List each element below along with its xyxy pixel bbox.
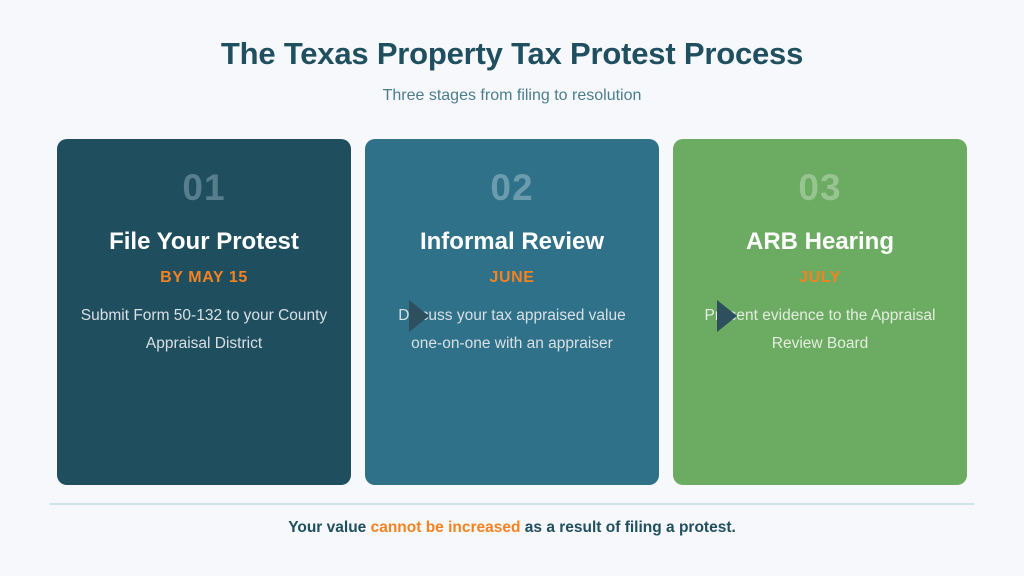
stage-title: File Your Protest xyxy=(109,228,299,255)
footer-note-after: as a result of filing a protest. xyxy=(520,519,736,536)
stage-description: Discuss your tax appraised value one-on-… xyxy=(398,306,626,352)
stage-date: JULY xyxy=(799,268,841,286)
footer-note-highlight: cannot be increased xyxy=(370,519,521,536)
stage-card-1: 01 File Your Protest BY MAY 15 Submit Fo… xyxy=(57,139,351,485)
stage-description: Submit Form 50-132 to your County Apprai… xyxy=(80,306,328,352)
stage-number: 02 xyxy=(490,167,534,208)
stage-number: 01 xyxy=(182,167,226,208)
footer-note-before: Your value xyxy=(288,519,371,536)
stage-date: BY MAY 15 xyxy=(160,268,248,286)
footer-note: Your value cannot be increased as a resu… xyxy=(0,518,1024,538)
page-subtitle: Three stages from filing to resolution xyxy=(382,86,642,104)
stage-title: Informal Review xyxy=(419,228,605,255)
stage-date: JUNE xyxy=(489,268,535,286)
stage-number: 03 xyxy=(798,167,842,208)
stage-title: ARB Hearing xyxy=(745,228,895,255)
arrow-right-icon xyxy=(409,300,429,332)
stage-card-2: 02 Informal Review JUNE Discuss your tax… xyxy=(365,139,659,485)
arrow-right-icon xyxy=(717,300,737,332)
header: The Texas Property Tax Protest Process T… xyxy=(0,0,1024,105)
stage-description: Present evidence to the Appraisal Review… xyxy=(704,306,936,352)
footer-divider xyxy=(50,503,974,505)
page-title: The Texas Property Tax Protest Process xyxy=(220,36,804,71)
stage-card-list: 01 File Your Protest BY MAY 15 Submit Fo… xyxy=(57,139,967,485)
